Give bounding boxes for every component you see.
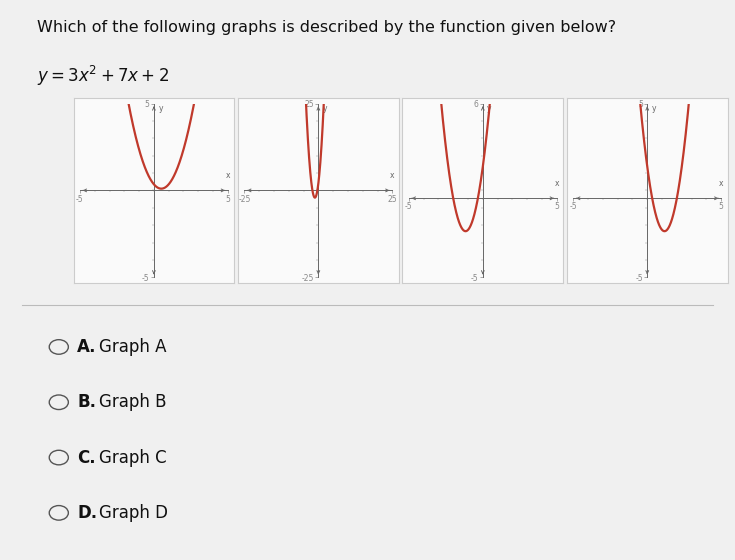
Text: y: y <box>323 104 327 113</box>
Text: D.: D. <box>77 504 97 522</box>
Text: A.: A. <box>77 338 97 356</box>
Text: x: x <box>554 179 559 188</box>
Text: y: y <box>487 104 492 113</box>
Text: $y = 3x^2 + 7x + 2$: $y = 3x^2 + 7x + 2$ <box>37 63 169 88</box>
Text: y: y <box>652 104 656 113</box>
Text: y: y <box>158 104 163 113</box>
Text: x: x <box>390 171 395 180</box>
Text: Graph D: Graph D <box>99 504 168 522</box>
Text: Graph A: Graph A <box>99 338 167 356</box>
Text: C.: C. <box>77 449 96 466</box>
Text: x: x <box>719 179 723 188</box>
Text: Graph B: Graph B <box>99 393 167 411</box>
Text: Graph C: Graph C <box>99 449 167 466</box>
Text: B.: B. <box>77 393 96 411</box>
Text: Which of the following graphs is described by the function given below?: Which of the following graphs is describ… <box>37 20 616 35</box>
Text: x: x <box>226 171 230 180</box>
